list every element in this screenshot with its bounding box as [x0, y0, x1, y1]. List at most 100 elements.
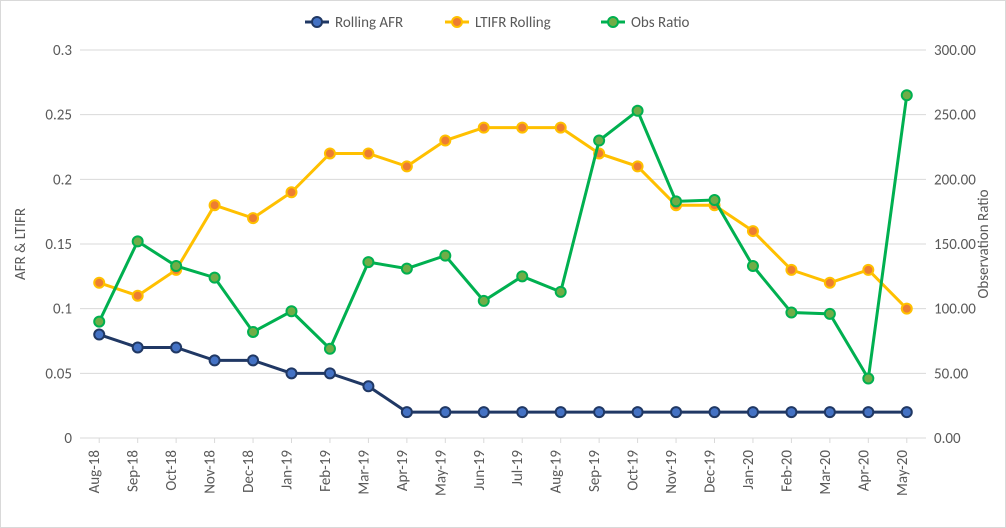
x-tick: Apr-20 [855, 450, 873, 492]
series-marker-ltifr-rolling [479, 123, 489, 133]
series-marker-ltifr-rolling [402, 161, 412, 171]
series-marker-obs-ratio [248, 327, 258, 337]
series-marker-obs-ratio [440, 251, 450, 261]
series-marker-rolling-afr [748, 407, 758, 417]
y-left-title: AFR & LTIFR [12, 208, 30, 280]
legend-label: LTIFR Rolling [475, 14, 551, 32]
series-marker-rolling-afr [440, 407, 450, 417]
x-tick: Jan-19 [279, 450, 297, 490]
x-tick: Mar-20 [817, 450, 835, 495]
series-marker-ltifr-rolling [440, 136, 450, 146]
y-right-title: Observation Ratio [975, 189, 993, 298]
series-marker-rolling-afr [171, 342, 181, 352]
series-marker-rolling-afr [210, 355, 220, 365]
y-left-tick: 0.1 [53, 301, 72, 319]
y-right-tick: 250.00 [934, 107, 976, 125]
series-marker-obs-ratio [594, 136, 604, 146]
series-marker-ltifr-rolling [902, 304, 912, 314]
series-marker-rolling-afr [863, 407, 873, 417]
legend-marker-icon [608, 17, 618, 27]
series-marker-ltifr-rolling [210, 200, 220, 210]
series-marker-ltifr-rolling [94, 278, 104, 288]
series-marker-obs-ratio [748, 261, 758, 271]
series-marker-ltifr-rolling [633, 161, 643, 171]
legend: Rolling AFR LTIFR Rolling Obs Ratio [305, 14, 690, 32]
x-tick: Dec-18 [240, 450, 258, 493]
x-tick: Sep-19 [586, 450, 604, 492]
series-marker-rolling-afr [902, 407, 912, 417]
y-right-tick: 50.00 [934, 365, 969, 383]
series-marker-ltifr-rolling [748, 226, 758, 236]
series-marker-obs-ratio [287, 306, 297, 316]
x-tick: May-19 [432, 450, 450, 496]
y-left-tick: 0.25 [45, 107, 72, 125]
y-right-tick: 0.00 [934, 430, 961, 448]
series-marker-obs-ratio [325, 344, 335, 354]
series-marker-rolling-afr [594, 407, 604, 417]
legend-label: Obs Ratio [631, 14, 690, 32]
series-marker-rolling-afr [248, 355, 258, 365]
series-marker-rolling-afr [556, 407, 566, 417]
legend-label: Rolling AFR [335, 14, 403, 32]
series-marker-rolling-afr [287, 368, 297, 378]
series-marker-rolling-afr [133, 342, 143, 352]
series-marker-ltifr-rolling [825, 278, 835, 288]
x-tick: Nov-19 [663, 450, 681, 494]
series-marker-rolling-afr [633, 407, 643, 417]
x-tick: Nov-18 [202, 450, 220, 494]
series-marker-rolling-afr [325, 368, 335, 378]
x-tick: Jun-19 [471, 450, 489, 491]
series-marker-rolling-afr [402, 407, 412, 417]
series-marker-ltifr-rolling [863, 265, 873, 275]
series-marker-obs-ratio [210, 273, 220, 283]
x-tick: Dec-19 [702, 450, 720, 493]
x-tick: Oct-19 [625, 450, 643, 491]
series-marker-obs-ratio [786, 308, 796, 318]
y-right-tick: 150.00 [934, 236, 976, 254]
series-marker-obs-ratio [863, 374, 873, 384]
series-marker-ltifr-rolling [363, 148, 373, 158]
y-right-tick: 300.00 [934, 42, 976, 60]
x-tick: Aug-19 [548, 450, 566, 494]
series-marker-rolling-afr [517, 407, 527, 417]
x-tick: Jan-20 [740, 450, 758, 490]
series-marker-rolling-afr [710, 407, 720, 417]
y-left-tick: 0.05 [45, 365, 72, 383]
series-marker-ltifr-rolling [325, 148, 335, 158]
chart-bg [0, 0, 1006, 528]
series-marker-ltifr-rolling [287, 187, 297, 197]
series-marker-rolling-afr [825, 407, 835, 417]
chart-svg: 0 0.05 0.1 0.15 0.2 0.25 0.3 0.00 50.00 100.00 150… [0, 0, 1006, 528]
y-left-tick: 0.3 [53, 42, 72, 60]
legend-marker-icon [312, 17, 322, 27]
series-marker-obs-ratio [825, 309, 835, 319]
y-left-tick: 0 [64, 430, 72, 448]
legend-marker-icon [452, 17, 462, 27]
series-marker-ltifr-rolling [786, 265, 796, 275]
series-marker-rolling-afr [671, 407, 681, 417]
x-tick: Aug-18 [86, 450, 104, 493]
y-right-tick: 200.00 [934, 171, 976, 189]
series-marker-obs-ratio [133, 236, 143, 246]
x-tick: Feb-20 [778, 450, 796, 492]
x-tick: Mar-19 [355, 450, 373, 495]
x-tick: Oct-18 [163, 450, 181, 491]
x-tick: Apr-19 [394, 450, 412, 492]
series-marker-rolling-afr [786, 407, 796, 417]
series-marker-obs-ratio [479, 296, 489, 306]
series-marker-ltifr-rolling [517, 123, 527, 133]
series-marker-obs-ratio [710, 195, 720, 205]
series-marker-obs-ratio [633, 106, 643, 116]
series-marker-obs-ratio [517, 271, 527, 281]
x-tick: Sep-18 [125, 450, 143, 492]
series-marker-obs-ratio [902, 90, 912, 100]
series-marker-obs-ratio [171, 261, 181, 271]
y-right-tick: 100.00 [934, 301, 976, 319]
y-left-tick: 0.2 [53, 171, 72, 189]
series-marker-rolling-afr [94, 330, 104, 340]
x-tick: Feb-19 [317, 450, 335, 492]
series-marker-obs-ratio [556, 287, 566, 297]
series-marker-obs-ratio [94, 317, 104, 327]
y-left-tick: 0.15 [45, 236, 72, 254]
series-marker-rolling-afr [363, 381, 373, 391]
